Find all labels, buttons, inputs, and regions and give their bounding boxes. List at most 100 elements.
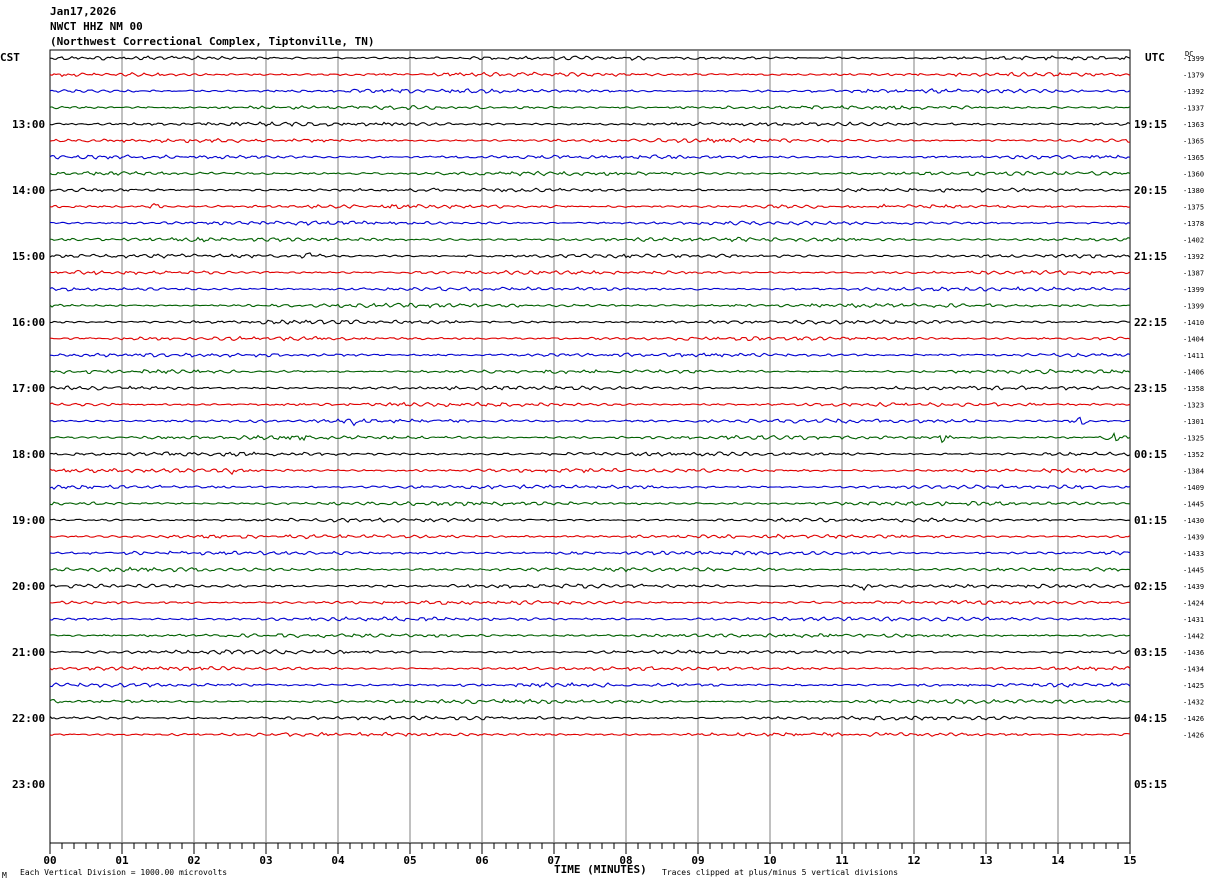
seismic-trace bbox=[49, 121, 1131, 127]
x-tick-label: 07 bbox=[547, 854, 560, 867]
seismic-trace bbox=[49, 583, 1131, 591]
x-tick-label: 05 bbox=[403, 854, 416, 867]
seismic-trace bbox=[49, 566, 1131, 573]
dc-offset-label: -1365 bbox=[1183, 154, 1204, 162]
dc-offset-label: -1375 bbox=[1183, 204, 1204, 212]
dc-offset-label: -1392 bbox=[1183, 88, 1204, 96]
left-timezone-label: CST bbox=[0, 51, 20, 64]
seismic-trace bbox=[49, 467, 1131, 476]
seismic-trace bbox=[49, 319, 1131, 325]
right-hour-label: 20:15 bbox=[1134, 184, 1167, 197]
header-location: (Northwest Correctional Complex, Tiptonv… bbox=[50, 35, 375, 48]
x-axis-title: TIME (MINUTES) bbox=[554, 863, 647, 876]
dc-offset-label: -1426 bbox=[1183, 715, 1204, 723]
seismic-trace bbox=[49, 302, 1131, 309]
dc-offset-label: -1352 bbox=[1183, 451, 1204, 459]
dc-offset-label: -1445 bbox=[1183, 501, 1204, 509]
seismic-trace bbox=[49, 416, 1131, 427]
left-hour-label: 17:00 bbox=[12, 382, 45, 395]
seismic-trace bbox=[49, 517, 1131, 523]
dc-offset-label: -1323 bbox=[1183, 402, 1204, 410]
seismic-trace bbox=[49, 550, 1131, 556]
dc-offset-label: -1404 bbox=[1183, 336, 1204, 344]
x-tick-label: 11 bbox=[835, 854, 849, 867]
dc-offset-label: -1360 bbox=[1183, 171, 1204, 179]
scale-note: Each Vertical Division = 1000.00 microvo… bbox=[20, 868, 228, 877]
seismic-trace bbox=[49, 484, 1131, 490]
right-hour-label: 02:15 bbox=[1134, 580, 1167, 593]
left-hour-label: 20:00 bbox=[12, 580, 45, 593]
left-hour-label: 16:00 bbox=[12, 316, 45, 329]
seismic-trace bbox=[49, 698, 1131, 705]
seismic-trace bbox=[49, 55, 1131, 61]
x-tick-label: 06 bbox=[475, 854, 489, 867]
seismic-trace bbox=[49, 335, 1131, 342]
right-hour-label: 04:15 bbox=[1134, 712, 1167, 725]
x-tick-label: 02 bbox=[187, 854, 200, 867]
seismic-trace bbox=[49, 236, 1131, 243]
dc-offset-label: -1439 bbox=[1183, 583, 1204, 591]
dc-offset-label: -1426 bbox=[1183, 732, 1204, 740]
right-timezone-label: UTC bbox=[1145, 51, 1165, 64]
x-tick-label: 00 bbox=[43, 854, 56, 867]
seismic-trace bbox=[49, 71, 1131, 78]
left-hour-label: 21:00 bbox=[12, 646, 45, 659]
left-hour-label: 13:00 bbox=[12, 118, 45, 131]
dc-offset-label: -1402 bbox=[1183, 237, 1204, 245]
dc-offset-label: -1434 bbox=[1183, 666, 1204, 674]
dc-offset-label: -1358 bbox=[1183, 385, 1204, 393]
x-tick-label: 15 bbox=[1123, 854, 1136, 867]
seismic-trace bbox=[49, 203, 1131, 210]
left-hour-label: 14:00 bbox=[12, 184, 45, 197]
dc-offset-label: -1392 bbox=[1183, 253, 1204, 261]
seismic-trace bbox=[49, 104, 1131, 111]
seismic-trace bbox=[49, 137, 1131, 144]
x-tick-label: 13 bbox=[979, 854, 992, 867]
left-hour-label: 22:00 bbox=[12, 712, 45, 725]
right-hour-label: 21:15 bbox=[1134, 250, 1167, 263]
seismic-trace bbox=[49, 368, 1131, 375]
right-hour-label: 00:15 bbox=[1134, 448, 1167, 461]
dc-offset-label: -1301 bbox=[1183, 418, 1204, 426]
dc-offset-label: -1442 bbox=[1183, 633, 1204, 641]
dc-offset-label: -1424 bbox=[1183, 600, 1204, 608]
dc-offset-label: -1384 bbox=[1183, 468, 1204, 476]
seismic-trace bbox=[49, 599, 1131, 606]
seismic-trace bbox=[49, 187, 1131, 193]
right-hour-label: 05:15 bbox=[1134, 778, 1167, 791]
left-hour-label: 15:00 bbox=[12, 250, 45, 263]
x-tick-label: 09 bbox=[691, 854, 704, 867]
seismic-trace bbox=[49, 616, 1131, 622]
seismic-trace bbox=[49, 88, 1131, 94]
x-tick-label: 04 bbox=[331, 854, 345, 867]
dc-offset-label: -1399 bbox=[1183, 55, 1204, 63]
corner-mark: M bbox=[2, 871, 7, 880]
left-hour-label: 18:00 bbox=[12, 448, 45, 461]
seismic-trace bbox=[49, 170, 1131, 177]
seismic-trace bbox=[49, 154, 1131, 160]
right-hour-label: 22:15 bbox=[1134, 316, 1167, 329]
dc-offset-label: -1411 bbox=[1183, 352, 1204, 360]
seismic-trace bbox=[49, 681, 1131, 688]
dc-offset-label: -1363 bbox=[1183, 121, 1204, 129]
right-hour-label: 19:15 bbox=[1134, 118, 1167, 131]
dc-offset-label: -1365 bbox=[1183, 138, 1204, 146]
x-tick-label: 08 bbox=[619, 854, 632, 867]
dc-offset-label: -1387 bbox=[1183, 270, 1204, 278]
dc-offset-label: -1430 bbox=[1183, 517, 1204, 525]
dc-offset-label: -1409 bbox=[1183, 484, 1204, 492]
dc-offset-label: -1425 bbox=[1183, 682, 1204, 690]
dc-offset-label: -1432 bbox=[1183, 699, 1204, 707]
plot-frame bbox=[49, 49, 1131, 844]
seismic-trace bbox=[49, 649, 1131, 655]
seismic-trace bbox=[49, 715, 1131, 721]
right-hour-label: 23:15 bbox=[1134, 382, 1167, 395]
dc-header-label: DC bbox=[1185, 50, 1194, 58]
dc-offset-label: -1337 bbox=[1183, 105, 1204, 113]
seismic-trace bbox=[49, 286, 1131, 292]
header-station: NWCT HHZ NM 00 bbox=[50, 20, 143, 33]
dc-offset-label: -1379 bbox=[1183, 72, 1204, 80]
dc-offset-label: -1378 bbox=[1183, 220, 1204, 228]
dc-offset-label: -1431 bbox=[1183, 616, 1204, 624]
seismic-trace bbox=[49, 401, 1131, 408]
